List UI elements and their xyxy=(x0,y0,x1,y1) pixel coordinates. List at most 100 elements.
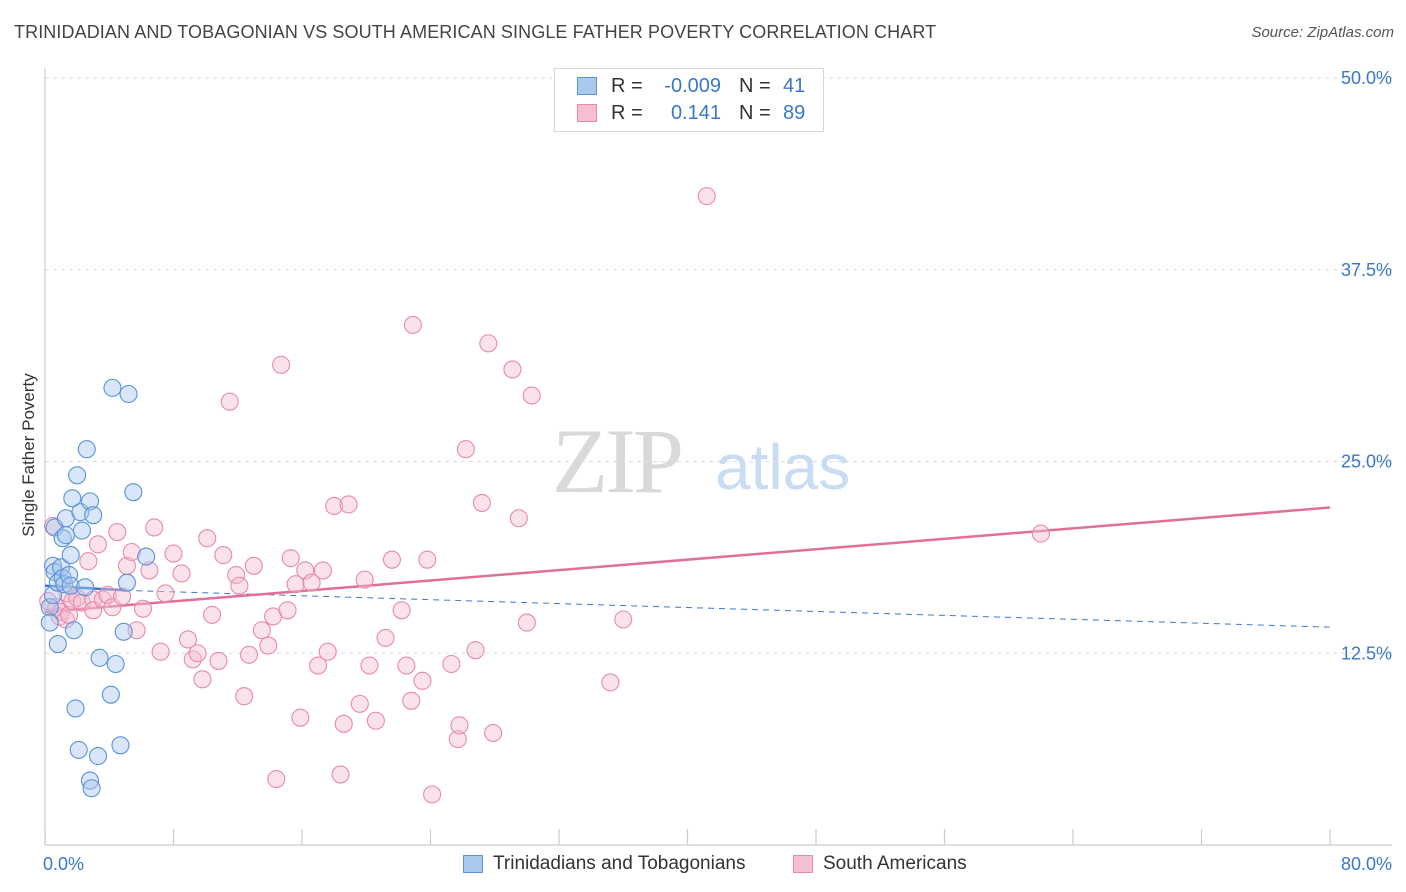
blue-data-point xyxy=(68,466,87,485)
watermark-atlas: atlas xyxy=(715,431,851,503)
pink-data-point xyxy=(79,552,98,571)
blue-trend-line xyxy=(44,584,126,592)
pink-data-point xyxy=(366,711,385,730)
pink-data-point xyxy=(178,630,198,649)
legend-row-pink: R = 0.141 N = 89 xyxy=(577,101,805,125)
blue-data-point xyxy=(61,576,80,595)
pink-data-point xyxy=(203,605,222,624)
pink-data-point xyxy=(413,671,432,690)
blue-data-point xyxy=(84,506,103,525)
blue-data-point xyxy=(117,573,136,592)
pink-data-point xyxy=(517,613,536,632)
stats-legend: R = -0.009 N = 41 R = 0.141 N = 89 xyxy=(554,68,824,132)
pink-data-point xyxy=(188,644,207,663)
pink-data-point xyxy=(267,769,286,789)
pink-data-point xyxy=(220,392,239,411)
blue-data-point xyxy=(76,578,95,597)
pink-data-point xyxy=(472,493,491,512)
series-name: Trinidadians and Tobagonians xyxy=(493,853,746,874)
pink-data-point xyxy=(63,592,82,611)
blue-data-point xyxy=(55,575,74,594)
pink-data-point xyxy=(302,573,321,592)
blue-swatch-icon xyxy=(463,855,483,873)
pink-data-point xyxy=(198,529,217,548)
pink-data-point xyxy=(382,550,402,569)
blue-data-point xyxy=(63,489,82,508)
pink-data-point xyxy=(122,542,141,562)
pink-data-point xyxy=(313,561,332,580)
pink-data-point xyxy=(164,544,183,563)
blue-data-point xyxy=(124,483,143,502)
pink-data-point xyxy=(403,315,422,335)
blue-data-point xyxy=(72,521,91,540)
pink-data-point xyxy=(355,570,374,589)
blue-data-point xyxy=(119,384,138,404)
n-value: 89 xyxy=(783,101,806,124)
blue-data-point xyxy=(101,685,120,704)
pink-data-point xyxy=(503,360,522,379)
blue-data-point xyxy=(61,546,80,565)
blue-data-point xyxy=(106,654,125,674)
pink-data-point xyxy=(423,785,442,804)
pink-data-point xyxy=(145,518,164,537)
pink-data-point xyxy=(227,565,246,585)
pink-data-point xyxy=(509,509,528,528)
pink-data-point xyxy=(466,641,485,660)
pink-swatch-icon xyxy=(793,855,813,873)
blue-swatch-icon xyxy=(577,77,597,95)
x-tick-label: 0.0% xyxy=(43,854,84,874)
source-label: Source: ZipAtlas.com xyxy=(1251,24,1394,41)
n-value: 41 xyxy=(783,74,806,97)
pink-data-point xyxy=(88,535,108,554)
pink-data-point xyxy=(1031,524,1050,543)
pink-data-point xyxy=(318,642,337,661)
blue-data-point xyxy=(82,779,101,798)
series-name: South Americans xyxy=(823,853,967,874)
pink-data-point xyxy=(334,714,353,733)
pink-data-point xyxy=(151,642,170,661)
blue-data-point xyxy=(88,746,108,766)
pink-data-point xyxy=(456,440,475,459)
chart-title: TRINIDADIAN AND TOBAGONIAN VS SOUTH AMER… xyxy=(14,22,937,42)
blue-data-point xyxy=(80,771,100,790)
blue-data-point xyxy=(56,526,75,545)
pink-data-point xyxy=(156,584,175,603)
pink-data-point xyxy=(133,599,153,618)
pink-data-point xyxy=(183,650,202,669)
pink-data-point xyxy=(252,621,271,640)
pink-data-point xyxy=(522,386,541,405)
pink-data-point xyxy=(239,645,259,664)
pink-data-point xyxy=(244,556,263,575)
n-label: N = xyxy=(739,101,771,124)
pink-data-point xyxy=(272,355,291,374)
pink-data-point xyxy=(448,730,467,749)
pink-data-point xyxy=(402,691,421,710)
axis-labels: 12.5% 25.0% 37.5% 50.0% 0.0% 80.0% Single Fath… xyxy=(19,68,1392,874)
y-tick-label: 37.5% xyxy=(1341,260,1392,280)
data-points xyxy=(39,187,1050,804)
pink-data-point xyxy=(235,687,254,706)
trend-lines xyxy=(44,506,1331,628)
r-value: -0.009 xyxy=(664,74,721,97)
r-label: R = xyxy=(611,101,643,124)
pink-trend-line xyxy=(44,506,1331,614)
blue-trend-extension xyxy=(125,589,1331,628)
pink-data-point xyxy=(339,495,358,514)
pink-data-point xyxy=(309,656,328,675)
pink-data-point xyxy=(140,561,159,580)
pink-data-point xyxy=(601,673,620,692)
pink-data-point xyxy=(209,651,228,670)
pink-data-point xyxy=(291,708,310,727)
x-tick-label: 80.0% xyxy=(1341,854,1392,874)
blue-data-point xyxy=(64,621,83,640)
y-tick-label: 12.5% xyxy=(1341,643,1392,663)
blue-data-point xyxy=(66,699,85,718)
r-value: 0.141 xyxy=(670,101,721,124)
series-legend-pink: South Americans xyxy=(793,851,967,877)
blue-data-point xyxy=(103,378,122,397)
y-tick-label: 50.0% xyxy=(1341,68,1392,88)
y-axis-label: Single Father Poverty xyxy=(19,373,38,537)
pink-data-point xyxy=(479,334,498,353)
pink-data-point xyxy=(331,765,350,784)
pink-data-point xyxy=(193,670,212,689)
